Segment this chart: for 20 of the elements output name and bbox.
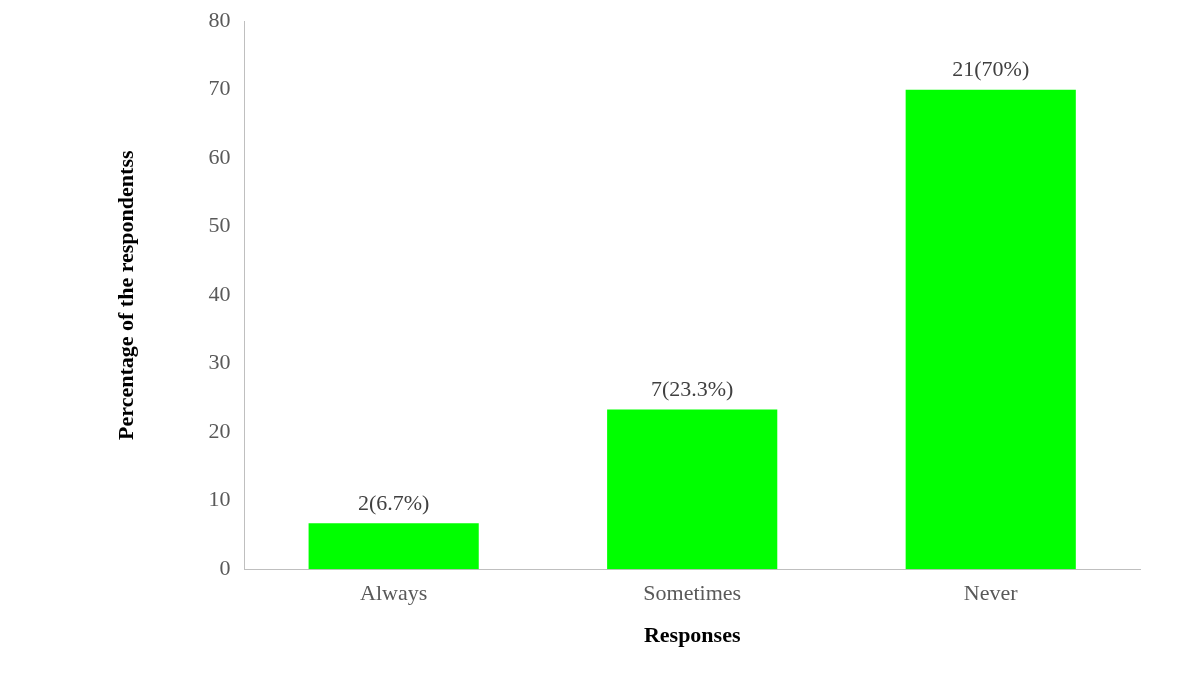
x-axis-title: Responses xyxy=(643,622,741,648)
data-label: 21(70%) xyxy=(952,56,1030,82)
y-tick-label: 50 xyxy=(208,212,231,238)
x-tick-label: Always xyxy=(360,580,428,606)
data-label: 7(23.3%) xyxy=(650,376,734,402)
y-tick-label: 80 xyxy=(208,6,231,32)
y-tick-label: 20 xyxy=(208,417,231,443)
bar xyxy=(905,89,1076,570)
y-tick-label: 10 xyxy=(208,486,231,512)
y-axis-title: Percentage of the respondentss xyxy=(112,150,138,440)
y-tick-label: 60 xyxy=(208,143,231,169)
y-tick-label: 70 xyxy=(208,75,231,101)
data-label: 2(6.7%) xyxy=(357,490,430,516)
bar xyxy=(308,523,479,570)
y-tick-label: 0 xyxy=(219,554,231,580)
bar xyxy=(607,409,778,570)
x-tick-label: Never xyxy=(963,580,1019,606)
x-tick-label: Sometimes xyxy=(643,580,742,606)
y-tick-label: 40 xyxy=(208,280,231,306)
y-tick-label: 30 xyxy=(208,349,231,375)
